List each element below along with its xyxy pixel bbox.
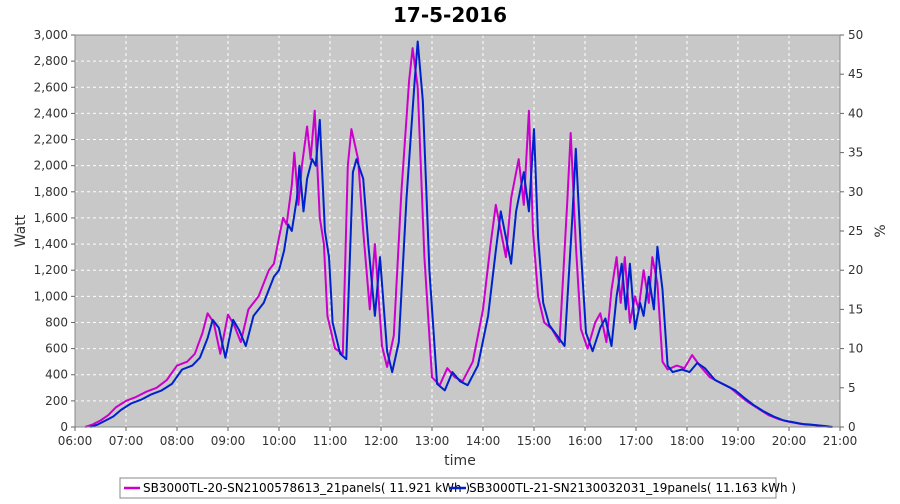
- y2-tick-label: 0: [848, 420, 856, 434]
- y2-tick-label: 35: [848, 146, 863, 160]
- x-tick-label: 12:00: [364, 434, 399, 448]
- x-tick-label: 20:00: [772, 434, 807, 448]
- y2-tick-label: 30: [848, 185, 863, 199]
- y-tick-label: 400: [45, 368, 68, 382]
- y-tick-label: 800: [45, 315, 68, 329]
- series-line-2: [89, 40, 833, 428]
- x-tick-label: 17:00: [619, 434, 654, 448]
- y-tick-label: 0: [60, 420, 68, 434]
- x-tick-label: 21:00: [823, 434, 858, 448]
- y2-tick-label: 10: [848, 342, 863, 356]
- y-tick-label: 2,000: [34, 159, 68, 173]
- y-tick-label: 1,000: [34, 289, 68, 303]
- y-tick-label: 1,800: [34, 185, 68, 199]
- y-tick-label: 600: [45, 342, 68, 356]
- legend-entry-series-2: SB3000TL-21-SN2130032031_19panels( 11.16…: [469, 481, 796, 495]
- y2-tick-label: 15: [848, 302, 863, 316]
- x-tick-label: 06:00: [58, 434, 93, 448]
- x-tick-label: 11:00: [313, 434, 348, 448]
- y2-tick-label: 25: [848, 224, 863, 238]
- x-tick-label: 14:00: [466, 434, 501, 448]
- x-tick-label: 13:00: [415, 434, 450, 448]
- y-tick-label: 1,200: [34, 263, 68, 277]
- x-axis-ticks: 06:00 07:00 08:00 09:00 10:00 11:00 12:00 13:00…: [58, 427, 858, 448]
- y2-axis-label: %: [873, 224, 889, 237]
- plot-area: [75, 35, 840, 427]
- y2-tick-label: 20: [848, 263, 863, 277]
- y-tick-label: 1,600: [34, 211, 68, 225]
- x-tick-label: 18:00: [670, 434, 705, 448]
- series-line-1: [84, 47, 830, 428]
- x-tick-label: 16:00: [568, 434, 603, 448]
- y-tick-label: 2,800: [34, 54, 68, 68]
- y-tick-label: 2,600: [34, 80, 68, 94]
- x-axis-label: time: [444, 453, 476, 469]
- y2-tick-label: 5: [848, 381, 856, 395]
- y-tick-label: 3,000: [34, 28, 68, 42]
- y-tick-label: 1,400: [34, 237, 68, 251]
- y-axis-label: Watt: [13, 214, 29, 247]
- legend-box: [119, 477, 777, 499]
- legend-entry-series-1: SB3000TL-20-SN2100578613_21panels( 11.92…: [143, 481, 470, 495]
- x-tick-label: 07:00: [109, 434, 144, 448]
- y-tick-label: 200: [45, 394, 68, 408]
- y2-tick-label: 40: [848, 106, 863, 120]
- series-lines: [84, 40, 833, 428]
- y2-tick-label: 50: [848, 28, 863, 42]
- y-axis-ticks: 0 200 400 600 800 1,000 1,200 1,400 1,600 1,800 2,…: [34, 28, 75, 434]
- x-tick-label: 15:00: [517, 434, 552, 448]
- y2-tick-label: 45: [848, 67, 863, 81]
- legend: SB3000TL-20-SN2100578613_21panels( 11.92…: [119, 477, 796, 499]
- x-tick-label: 09:00: [211, 434, 246, 448]
- chart-title: 17-5-2016: [393, 3, 507, 27]
- y-tick-label: 2,400: [34, 106, 68, 120]
- x-tick-label: 08:00: [160, 434, 195, 448]
- y-tick-label: 2,200: [34, 133, 68, 147]
- x-tick-label: 19:00: [721, 434, 756, 448]
- x-tick-label: 10:00: [262, 434, 297, 448]
- y2-axis-ticks: 0 5 10 15 20 25 30 35 40 45 50: [840, 28, 863, 434]
